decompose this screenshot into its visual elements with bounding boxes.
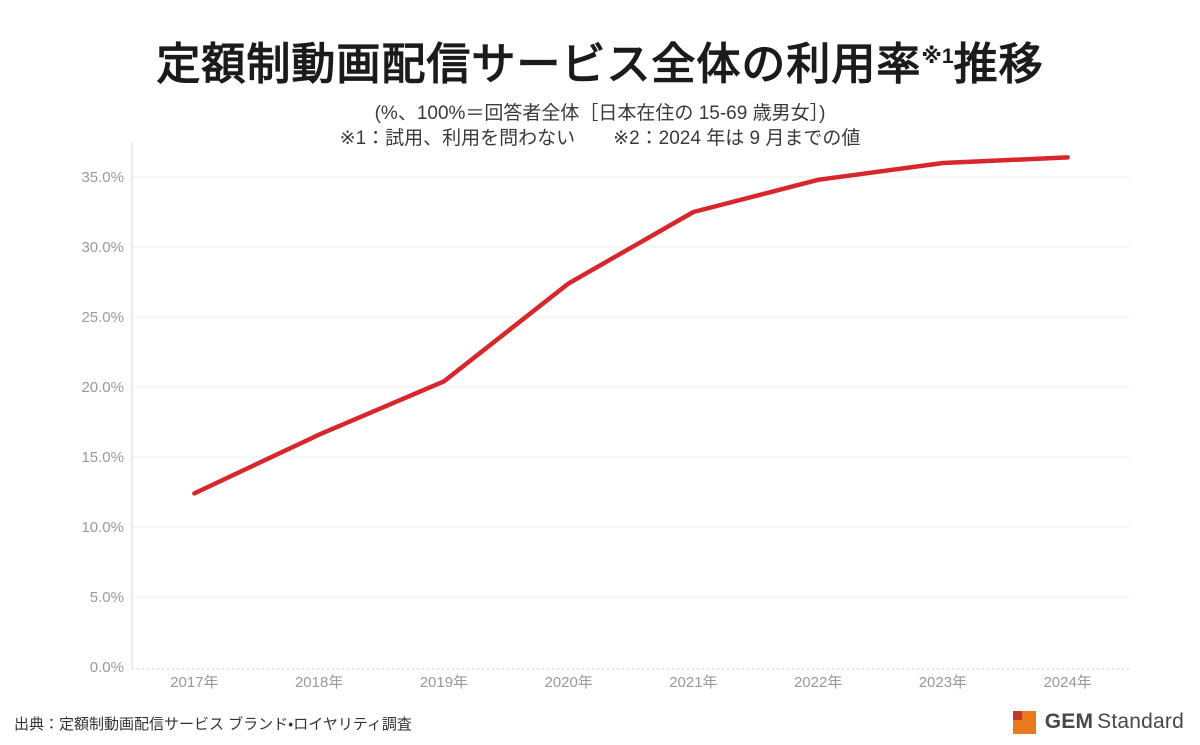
page-title-footnote-marker: ※1: [921, 45, 954, 68]
x-axis-tick-label: 2017年: [170, 674, 218, 691]
logo-text-gem: GEM: [1044, 710, 1094, 733]
x-axis-tick-label: 2020年: [544, 674, 592, 691]
y-axis-tick-label: 30.0%: [81, 239, 124, 256]
y-axis-tick-label: 35.0%: [81, 169, 124, 186]
y-axis-tick-label: 0.0%: [90, 659, 124, 676]
chart-footnotes: ※1：試用、利用を問わない ※2：2024 年は 9 月までの値: [339, 128, 861, 149]
y-axis-tick-label: 25.0%: [81, 309, 124, 326]
x-axis-tick-label: 2021年: [669, 674, 717, 691]
logo-red-corner-square: [1012, 710, 1022, 720]
usage-rate-line: [192, 155, 1070, 496]
x-axis-tick-label: 2024年: [1043, 674, 1091, 691]
chart-subtitle: (%、100%＝回答者全体［日本在住の 15-69 歳男女］): [374, 103, 826, 124]
gem-standard-logo: GEM Standard: [1012, 710, 1184, 734]
y-axis-tick-label: 20.0%: [81, 379, 124, 396]
x-axis-tick-label: 2019年: [420, 674, 468, 691]
x-axis-tick-label: 2018年: [295, 674, 343, 691]
source-note: 出典：定額制動画配信サービス ブランド・ロイヤリティ調査: [14, 716, 412, 733]
y-axis-tick-label: 10.0%: [81, 519, 124, 536]
x-axis-tick-label: 2023年: [919, 674, 967, 691]
y-axis-tick-label: 5.0%: [90, 589, 124, 606]
y-axis-tick-label: 15.0%: [81, 449, 124, 466]
x-axis-tick-label: 2022年: [794, 674, 842, 691]
page-title: 定額制動画配信サービス全体の利用率※1推移: [0, 28, 1200, 92]
page-title-main: 定額制動画配信サービス全体の利用率: [156, 40, 922, 89]
page-title-tail: 推移: [953, 40, 1044, 89]
logo-mark-icon: [1012, 710, 1036, 734]
logo-text-standard: Standard: [1097, 710, 1184, 733]
logo-text: GEM Standard: [1045, 710, 1184, 734]
